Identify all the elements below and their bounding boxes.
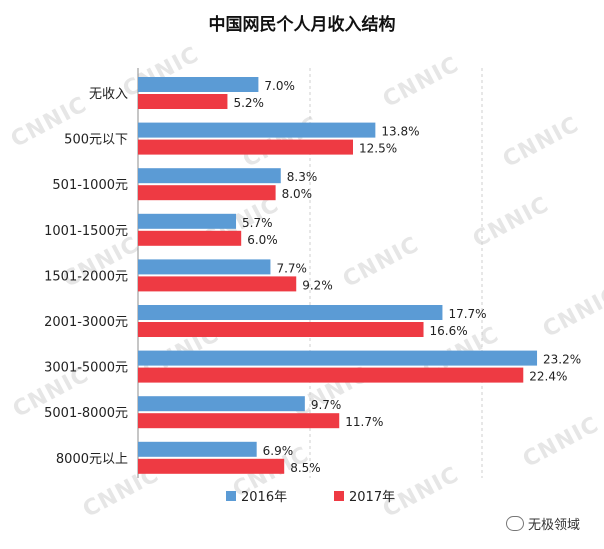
category-label: 8000元以上 (56, 452, 128, 467)
category-label: 1001-1500元 (44, 224, 128, 239)
data-label: 7.7% (276, 261, 307, 275)
category-label: 1501-2000元 (44, 269, 128, 284)
chart-title: 中国网民个人月收入结构 (208, 15, 396, 35)
data-label: 22.4% (529, 370, 567, 384)
legend-swatch (334, 491, 344, 501)
data-label: 13.8% (381, 125, 419, 139)
bar-2017 (138, 185, 276, 201)
bar-2016 (138, 213, 237, 229)
data-label: 9.7% (311, 398, 342, 412)
data-label: 7.0% (264, 79, 295, 93)
data-label: 11.7% (345, 415, 383, 429)
legend-swatch (226, 491, 236, 501)
category-label: 500元以下 (64, 133, 128, 148)
bar-2016 (138, 77, 259, 92)
data-label: 5.7% (242, 216, 272, 230)
source-footer: 无极领域 (505, 514, 580, 533)
bar-2016 (138, 396, 305, 412)
data-label: 23.2% (543, 353, 581, 367)
category-label: 无收入 (89, 87, 128, 102)
bar-2017 (138, 139, 353, 155)
bar-2016 (138, 168, 281, 184)
bar-2016 (138, 122, 376, 138)
bar-2017 (138, 322, 424, 337)
bar-2016 (138, 259, 271, 275)
data-label: 12.5% (359, 142, 397, 156)
data-label: 5.2% (233, 96, 264, 110)
bar-2017 (138, 458, 285, 474)
bar-2017 (138, 230, 242, 246)
category-label: 5001-8000元 (44, 406, 128, 421)
bar-2017 (138, 94, 228, 109)
category-label: 3001-5000元 (44, 361, 128, 376)
data-label: 8.3% (287, 170, 318, 184)
bar-2016 (138, 441, 257, 457)
bar-2016 (138, 350, 538, 366)
data-label: 17.7% (448, 307, 486, 321)
legend-label: 2017年 (349, 490, 395, 505)
source-label: 无极领域 (527, 518, 580, 533)
data-label: 8.5% (290, 461, 321, 475)
bar-2017 (138, 367, 524, 383)
category-label: 2001-3000元 (44, 315, 128, 330)
data-label: 9.2% (302, 278, 333, 292)
data-label: 6.9% (263, 444, 294, 458)
bar-2017 (138, 413, 340, 429)
legend-label: 2016年 (241, 490, 287, 505)
data-label: 16.6% (430, 324, 468, 338)
bar-2016 (138, 305, 443, 320)
bar-2017 (138, 276, 297, 292)
category-label: 501-1000元 (52, 178, 128, 193)
wechat-icon (505, 516, 524, 531)
data-label: 8.0% (282, 187, 313, 201)
data-label: 6.0% (247, 233, 278, 247)
